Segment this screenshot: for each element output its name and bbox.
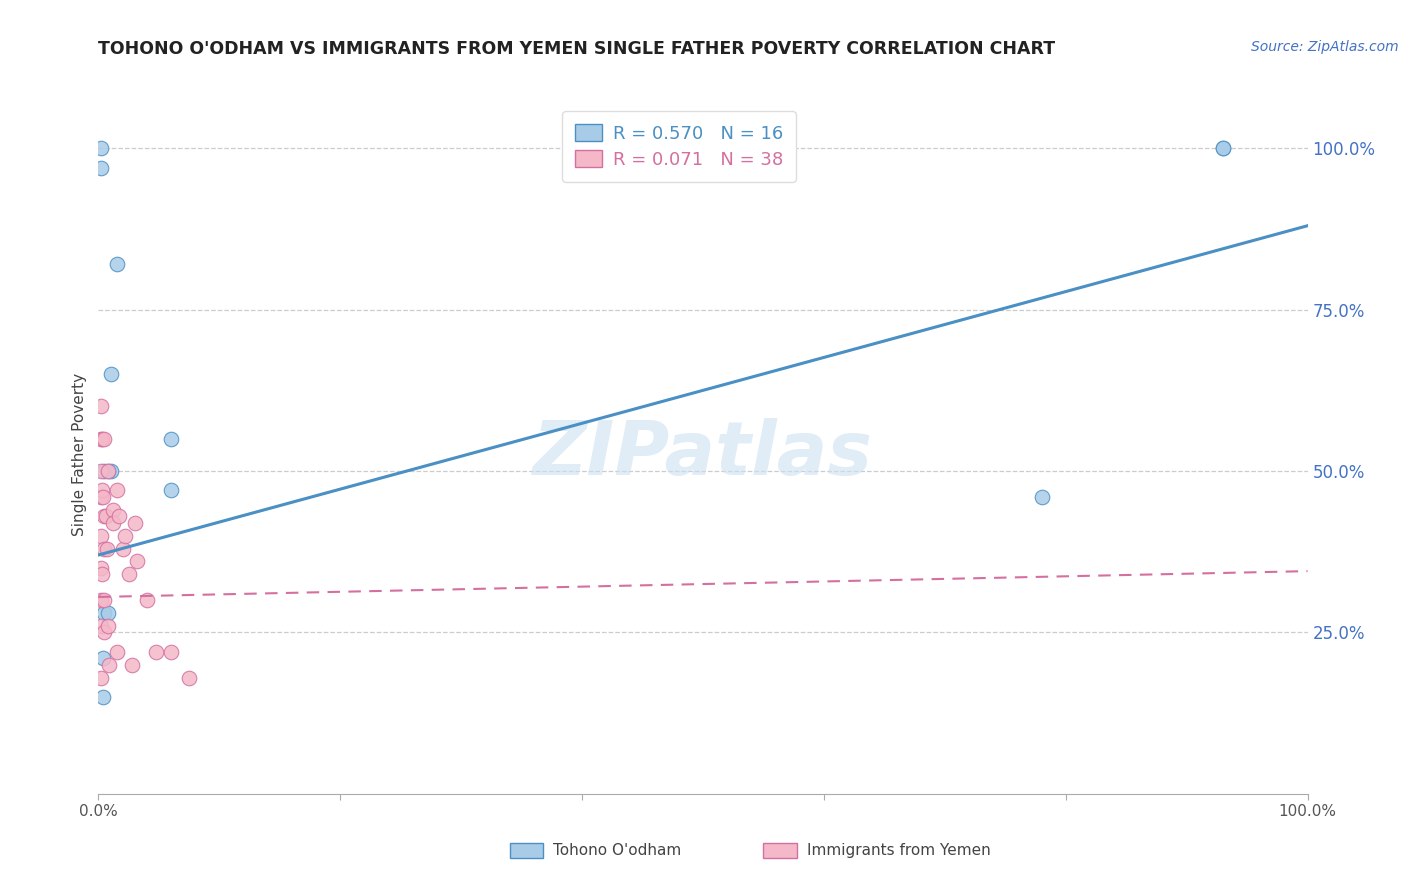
Point: [98, 657, 121, 672]
Point: [160, 483, 183, 498]
Point: [100, 464, 122, 478]
Point: [1212, 141, 1234, 155]
Text: Source: ZipAtlas.com: Source: ZipAtlas.com: [1251, 40, 1399, 54]
Point: [118, 567, 141, 582]
Point: [90, 593, 112, 607]
Point: [101, 516, 124, 530]
Legend: R = 0.570   N = 16, R = 0.071   N = 38: R = 0.570 N = 16, R = 0.071 N = 38: [562, 112, 796, 182]
Text: Immigrants from Yemen: Immigrants from Yemen: [807, 843, 991, 858]
Point: [93, 606, 115, 620]
Y-axis label: Single Father Poverty: Single Father Poverty: [72, 374, 87, 536]
Point: [90, 432, 112, 446]
Point: [111, 541, 134, 556]
Point: [90, 141, 112, 155]
Point: [124, 516, 146, 530]
Point: [114, 528, 136, 542]
Text: TOHONO O'ODHAM VS IMMIGRANTS FROM YEMEN SINGLE FATHER POVERTY CORRELATION CHART: TOHONO O'ODHAM VS IMMIGRANTS FROM YEMEN …: [98, 40, 1056, 58]
Point: [101, 503, 124, 517]
Point: [93, 541, 115, 556]
Point: [160, 432, 183, 446]
Point: [127, 554, 149, 568]
Point: [93, 593, 115, 607]
Point: [105, 257, 128, 271]
Point: [90, 161, 112, 175]
Point: [90, 561, 112, 575]
Point: [90, 671, 112, 685]
Point: [100, 368, 122, 382]
Text: ZIPatlas: ZIPatlas: [533, 418, 873, 491]
Point: [145, 645, 167, 659]
Point: [97, 619, 120, 633]
Point: [90, 464, 112, 478]
Point: [179, 671, 201, 685]
Point: [1031, 490, 1053, 504]
Point: [135, 593, 157, 607]
FancyBboxPatch shape: [763, 843, 797, 858]
Point: [121, 657, 143, 672]
Point: [91, 490, 114, 504]
Point: [160, 645, 183, 659]
Point: [1212, 141, 1234, 155]
Point: [93, 432, 115, 446]
Text: Tohono O'odham: Tohono O'odham: [553, 843, 682, 858]
FancyBboxPatch shape: [509, 843, 543, 858]
Point: [94, 509, 117, 524]
Point: [93, 509, 115, 524]
Point: [96, 541, 118, 556]
Point: [90, 490, 112, 504]
Point: [105, 645, 128, 659]
Point: [91, 483, 114, 498]
Point: [108, 509, 131, 524]
Point: [97, 606, 120, 620]
Point: [90, 619, 112, 633]
Point: [91, 651, 114, 665]
Point: [91, 690, 114, 704]
Point: [105, 483, 128, 498]
Point: [90, 400, 112, 414]
Point: [90, 528, 112, 542]
Point: [91, 432, 114, 446]
Point: [97, 464, 120, 478]
Point: [93, 464, 115, 478]
Point: [97, 464, 120, 478]
Point: [91, 567, 114, 582]
Point: [93, 625, 115, 640]
